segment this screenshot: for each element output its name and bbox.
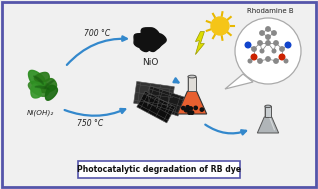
Circle shape	[186, 108, 189, 112]
FancyBboxPatch shape	[2, 2, 316, 187]
Polygon shape	[188, 77, 196, 91]
Circle shape	[258, 41, 262, 45]
Text: NiO: NiO	[142, 58, 158, 67]
Circle shape	[194, 106, 197, 110]
Circle shape	[200, 108, 204, 111]
Polygon shape	[137, 91, 175, 123]
Polygon shape	[148, 42, 160, 51]
Circle shape	[266, 41, 270, 45]
Circle shape	[279, 54, 285, 60]
Circle shape	[258, 59, 262, 63]
Polygon shape	[134, 34, 150, 48]
FancyBboxPatch shape	[78, 161, 240, 178]
Circle shape	[189, 107, 192, 110]
Polygon shape	[134, 81, 174, 108]
Polygon shape	[225, 74, 253, 89]
Polygon shape	[144, 86, 184, 116]
Circle shape	[188, 111, 191, 114]
Circle shape	[260, 49, 264, 53]
Circle shape	[251, 54, 257, 60]
Ellipse shape	[265, 105, 271, 108]
Polygon shape	[29, 70, 45, 88]
Circle shape	[211, 17, 229, 35]
Polygon shape	[33, 76, 44, 85]
Polygon shape	[45, 81, 54, 88]
Circle shape	[252, 47, 256, 51]
Circle shape	[272, 49, 276, 53]
Text: Photocatalytic degradation of RB dye: Photocatalytic degradation of RB dye	[77, 164, 241, 174]
Circle shape	[266, 27, 270, 31]
Polygon shape	[31, 84, 41, 98]
Circle shape	[184, 108, 188, 112]
Polygon shape	[35, 86, 49, 89]
Polygon shape	[177, 77, 207, 114]
Polygon shape	[28, 81, 50, 96]
Circle shape	[266, 57, 270, 61]
Circle shape	[245, 42, 251, 48]
Circle shape	[260, 31, 264, 35]
Circle shape	[285, 42, 291, 48]
Text: 700 °C: 700 °C	[84, 29, 110, 38]
Ellipse shape	[188, 75, 196, 78]
Circle shape	[186, 106, 189, 109]
Circle shape	[280, 47, 284, 51]
Circle shape	[274, 41, 278, 45]
Text: 750 °C: 750 °C	[77, 119, 103, 128]
Polygon shape	[39, 79, 57, 93]
Polygon shape	[34, 72, 49, 82]
Polygon shape	[45, 85, 58, 100]
Polygon shape	[140, 40, 154, 52]
Circle shape	[248, 59, 252, 63]
Circle shape	[272, 31, 276, 35]
Circle shape	[235, 18, 301, 84]
Circle shape	[274, 59, 278, 63]
Polygon shape	[196, 32, 204, 55]
Text: Rhodamine B: Rhodamine B	[247, 8, 293, 14]
Polygon shape	[265, 106, 271, 117]
Circle shape	[266, 35, 270, 39]
Circle shape	[284, 59, 288, 63]
Circle shape	[182, 106, 185, 110]
Text: Ni(OH)₂: Ni(OH)₂	[26, 109, 54, 115]
Polygon shape	[257, 106, 279, 133]
Circle shape	[190, 111, 194, 114]
Polygon shape	[141, 28, 159, 44]
Polygon shape	[150, 34, 166, 48]
